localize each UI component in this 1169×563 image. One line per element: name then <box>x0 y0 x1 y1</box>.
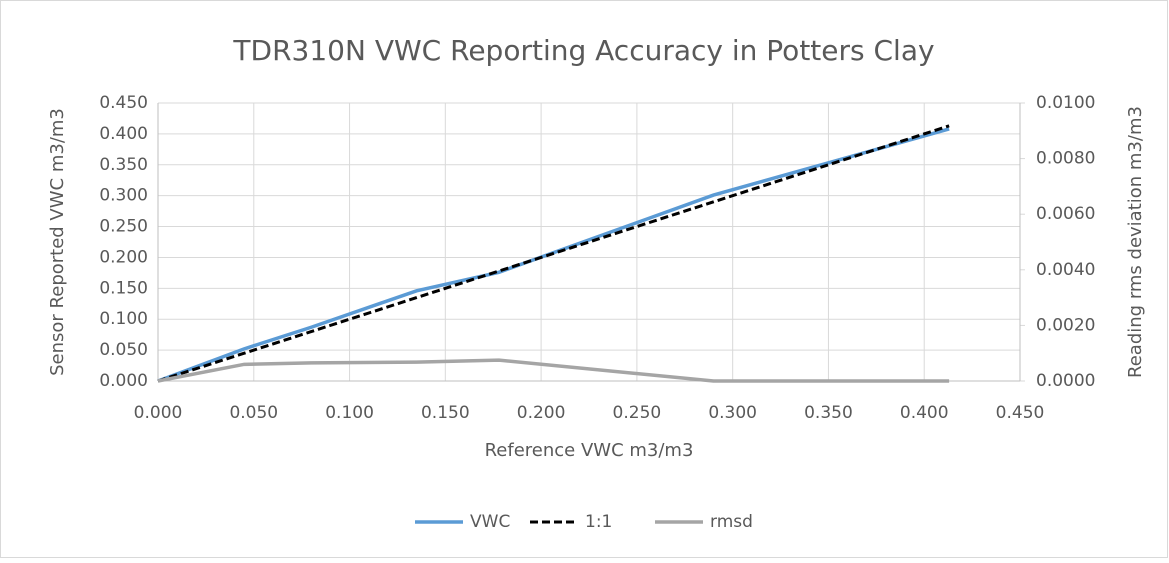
x-tick-label: 0.150 <box>421 403 470 423</box>
x-tick-label: 0.400 <box>900 403 949 423</box>
x-tick-label: 0.350 <box>804 403 853 423</box>
x-tick-label: 0.200 <box>517 403 566 423</box>
x-tick-label: 0.250 <box>613 403 662 423</box>
y-tick-label: 0.050 <box>99 340 148 360</box>
x-tick-label: 0.300 <box>708 403 757 423</box>
y-tick-label: 0.250 <box>99 217 148 237</box>
y-tick-label: 0.300 <box>99 186 148 206</box>
chart-title: TDR310N VWC Reporting Accuracy in Potter… <box>232 34 934 67</box>
y2-tick-label: 0.0020 <box>1036 315 1095 335</box>
y-axis-title: Sensor Reported VWC m3/m3 <box>47 108 68 376</box>
series-line <box>157 127 950 383</box>
y2-tick-label: 0.0000 <box>1036 371 1095 391</box>
y-tick-label: 0.200 <box>99 247 148 267</box>
series-line <box>157 358 950 383</box>
x-tick-label: 0.450 <box>996 403 1045 423</box>
y2-tick-label: 0.0060 <box>1036 204 1095 224</box>
y2-tick-label: 0.0080 <box>1036 149 1095 169</box>
legend-label: VWC <box>470 512 510 532</box>
y2-tick-label: 0.0040 <box>1036 260 1095 280</box>
x-tick-label: 0.100 <box>325 403 374 423</box>
x-axis-title: Reference VWC m3/m3 <box>485 440 694 461</box>
y-tick-label: 0.400 <box>99 124 148 144</box>
y-tick-label: 0.000 <box>99 371 148 391</box>
y2-axis-title: Reading rms deviation m3/m3 <box>1125 106 1146 378</box>
y-tick-label: 0.150 <box>99 278 148 298</box>
legend-label: rmsd <box>710 512 753 532</box>
y-tick-label: 0.350 <box>99 155 148 175</box>
legend-label: 1:1 <box>585 512 612 532</box>
y-tick-label: 0.100 <box>99 309 148 329</box>
y-tick-label: 0.450 <box>99 93 148 113</box>
x-tick-label: 0.000 <box>134 403 183 423</box>
series-line <box>157 124 950 383</box>
x-tick-label: 0.050 <box>229 403 278 423</box>
y2-tick-label: 0.0100 <box>1036 93 1095 113</box>
